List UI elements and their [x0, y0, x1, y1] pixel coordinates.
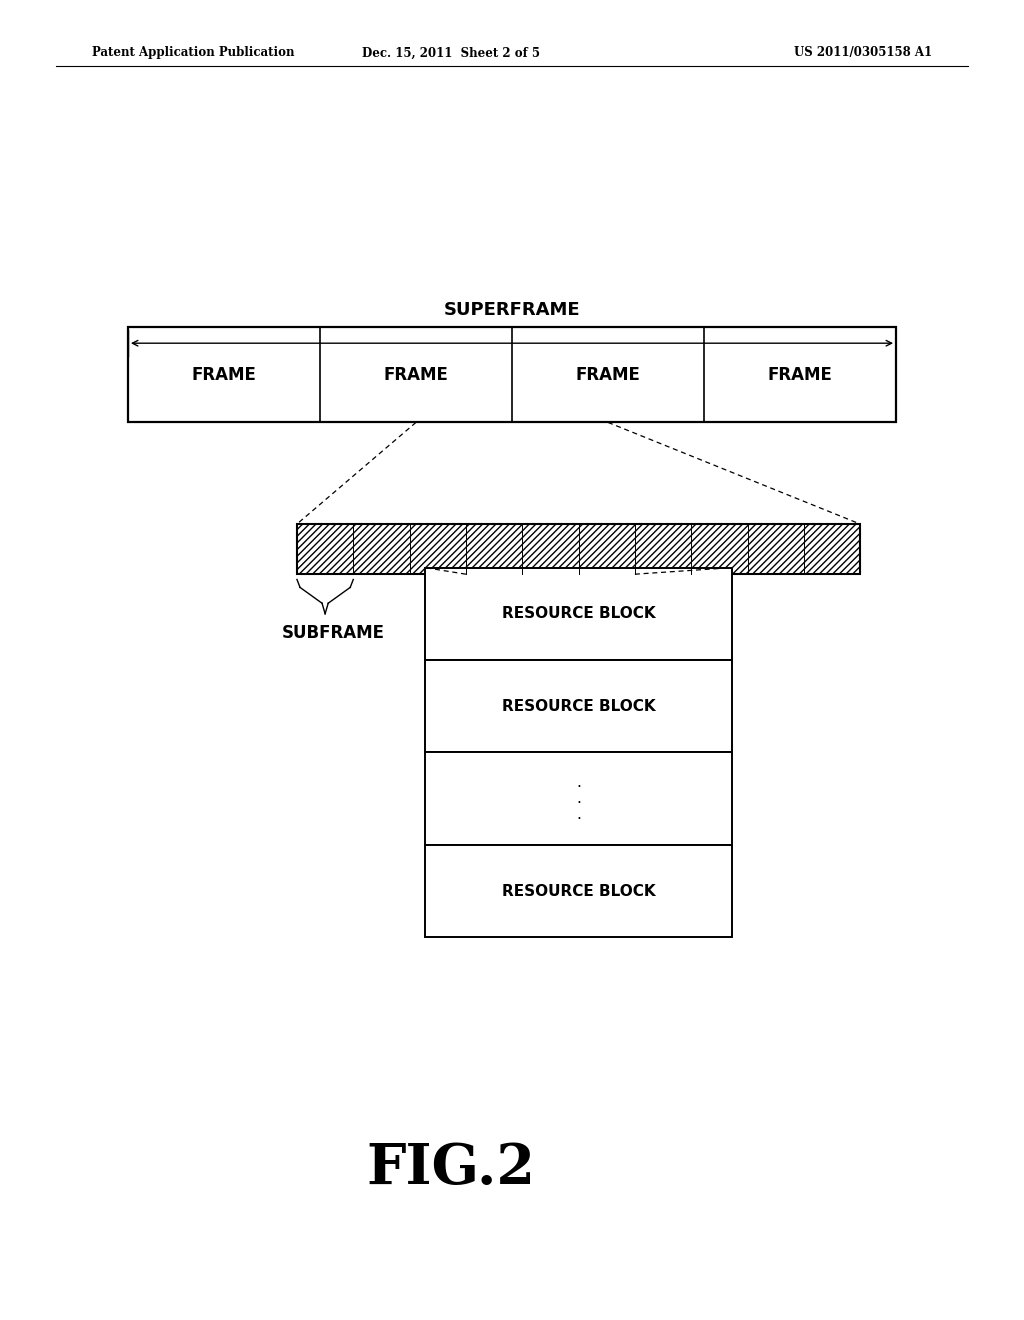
Text: FRAME: FRAME [384, 366, 449, 384]
Text: FRAME: FRAME [575, 366, 640, 384]
Text: FIG.2: FIG.2 [366, 1140, 536, 1196]
Text: RESOURCE BLOCK: RESOURCE BLOCK [502, 606, 655, 622]
Text: RESOURCE BLOCK: RESOURCE BLOCK [502, 883, 655, 899]
Text: FRAME: FRAME [768, 366, 833, 384]
Bar [425, 568, 732, 660]
Text: .: . [577, 807, 581, 822]
Bar [297, 524, 860, 574]
Text: RESOURCE BLOCK: RESOURCE BLOCK [502, 698, 655, 714]
Bar [425, 752, 732, 845]
Text: .: . [577, 791, 581, 807]
Bar [425, 845, 732, 937]
Text: .: . [577, 775, 581, 791]
Text: Dec. 15, 2011  Sheet 2 of 5: Dec. 15, 2011 Sheet 2 of 5 [361, 46, 540, 59]
Bar [425, 660, 732, 752]
Text: SUBFRAME: SUBFRAME [282, 624, 385, 643]
Bar [128, 327, 896, 422]
Text: US 2011/0305158 A1: US 2011/0305158 A1 [794, 46, 932, 59]
Text: FRAME: FRAME [191, 366, 256, 384]
Text: Patent Application Publication: Patent Application Publication [92, 46, 295, 59]
Text: SUPERFRAME: SUPERFRAME [443, 301, 581, 319]
